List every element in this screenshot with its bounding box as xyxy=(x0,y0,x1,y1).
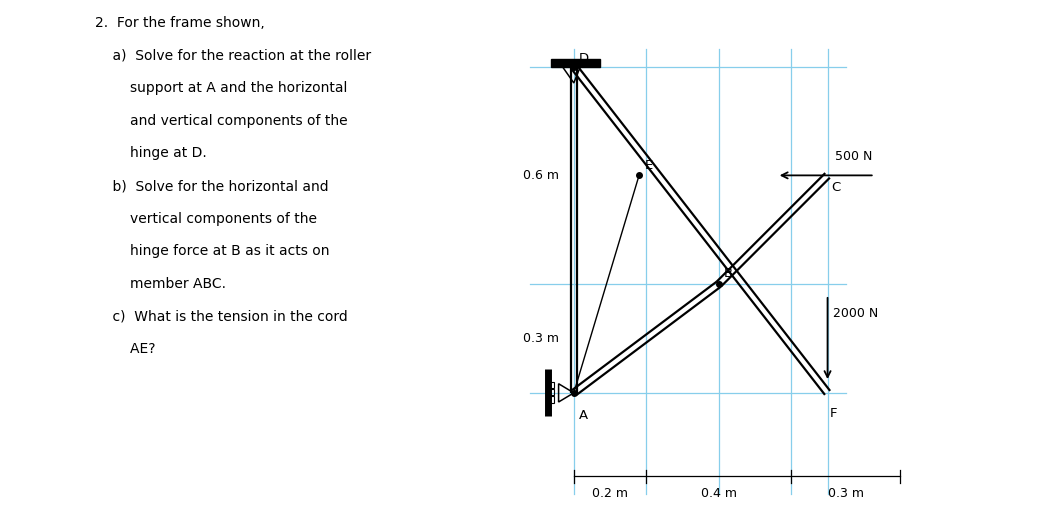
Text: A: A xyxy=(579,409,589,422)
Text: 500 N: 500 N xyxy=(835,149,872,163)
Bar xyxy=(546,382,554,388)
Text: member ABC.: member ABC. xyxy=(95,277,226,291)
Text: D: D xyxy=(578,52,589,65)
Text: E: E xyxy=(645,159,653,172)
Bar xyxy=(551,59,600,66)
Text: hinge force at B as it acts on: hinge force at B as it acts on xyxy=(95,244,330,258)
Text: 0.4 m: 0.4 m xyxy=(701,487,737,500)
Text: B: B xyxy=(724,268,734,280)
Bar xyxy=(546,389,554,395)
Bar xyxy=(546,396,554,403)
Text: 0.3 m: 0.3 m xyxy=(828,487,864,500)
Text: vertical components of the: vertical components of the xyxy=(95,212,317,226)
Text: 2.  For the frame shown,: 2. For the frame shown, xyxy=(95,16,265,30)
Text: hinge at D.: hinge at D. xyxy=(95,146,207,160)
Text: 2000 N: 2000 N xyxy=(833,306,878,320)
Text: F: F xyxy=(830,408,837,420)
Text: 0.2 m: 0.2 m xyxy=(592,487,628,500)
Text: c)  What is the tension in the cord: c) What is the tension in the cord xyxy=(95,310,348,323)
Text: 0.3 m: 0.3 m xyxy=(523,332,559,345)
Text: support at A and the horizontal: support at A and the horizontal xyxy=(95,81,348,95)
Text: 0.6 m: 0.6 m xyxy=(523,169,559,182)
Text: C: C xyxy=(831,181,840,194)
Text: b)  Solve for the horizontal and: b) Solve for the horizontal and xyxy=(95,179,329,193)
Text: a)  Solve for the reaction at the roller: a) Solve for the reaction at the roller xyxy=(95,48,371,63)
Text: AE?: AE? xyxy=(95,342,155,356)
Text: and vertical components of the: and vertical components of the xyxy=(95,114,348,128)
